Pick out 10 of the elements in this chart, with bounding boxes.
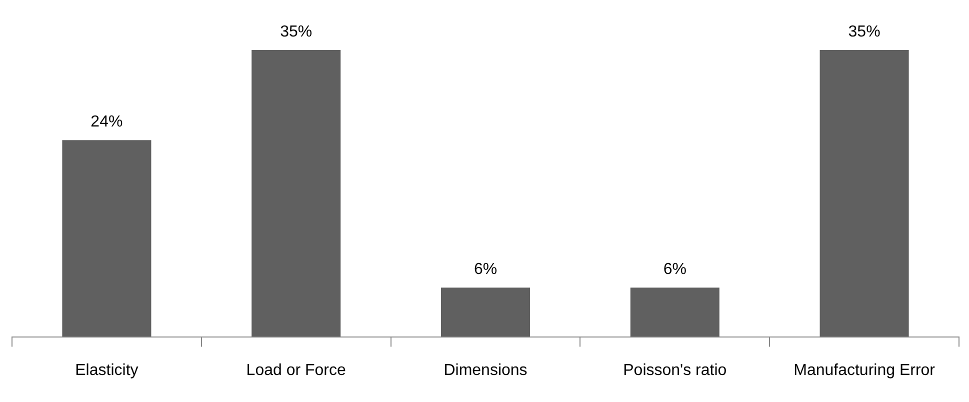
- x-tick-label: Load or Force: [246, 362, 346, 379]
- data-label: 35%: [280, 23, 312, 40]
- data-label: 35%: [848, 23, 880, 40]
- x-tick-label: Dimensions: [444, 362, 528, 379]
- x-tick-label: Manufacturing Error: [794, 362, 936, 379]
- data-label: 24%: [90, 114, 123, 131]
- x-tick-label: Poisson's ratio: [623, 362, 727, 379]
- data-label: 6%: [663, 261, 686, 278]
- x-tick-label: Elasticity: [75, 362, 138, 379]
- data-label: 6%: [474, 261, 498, 278]
